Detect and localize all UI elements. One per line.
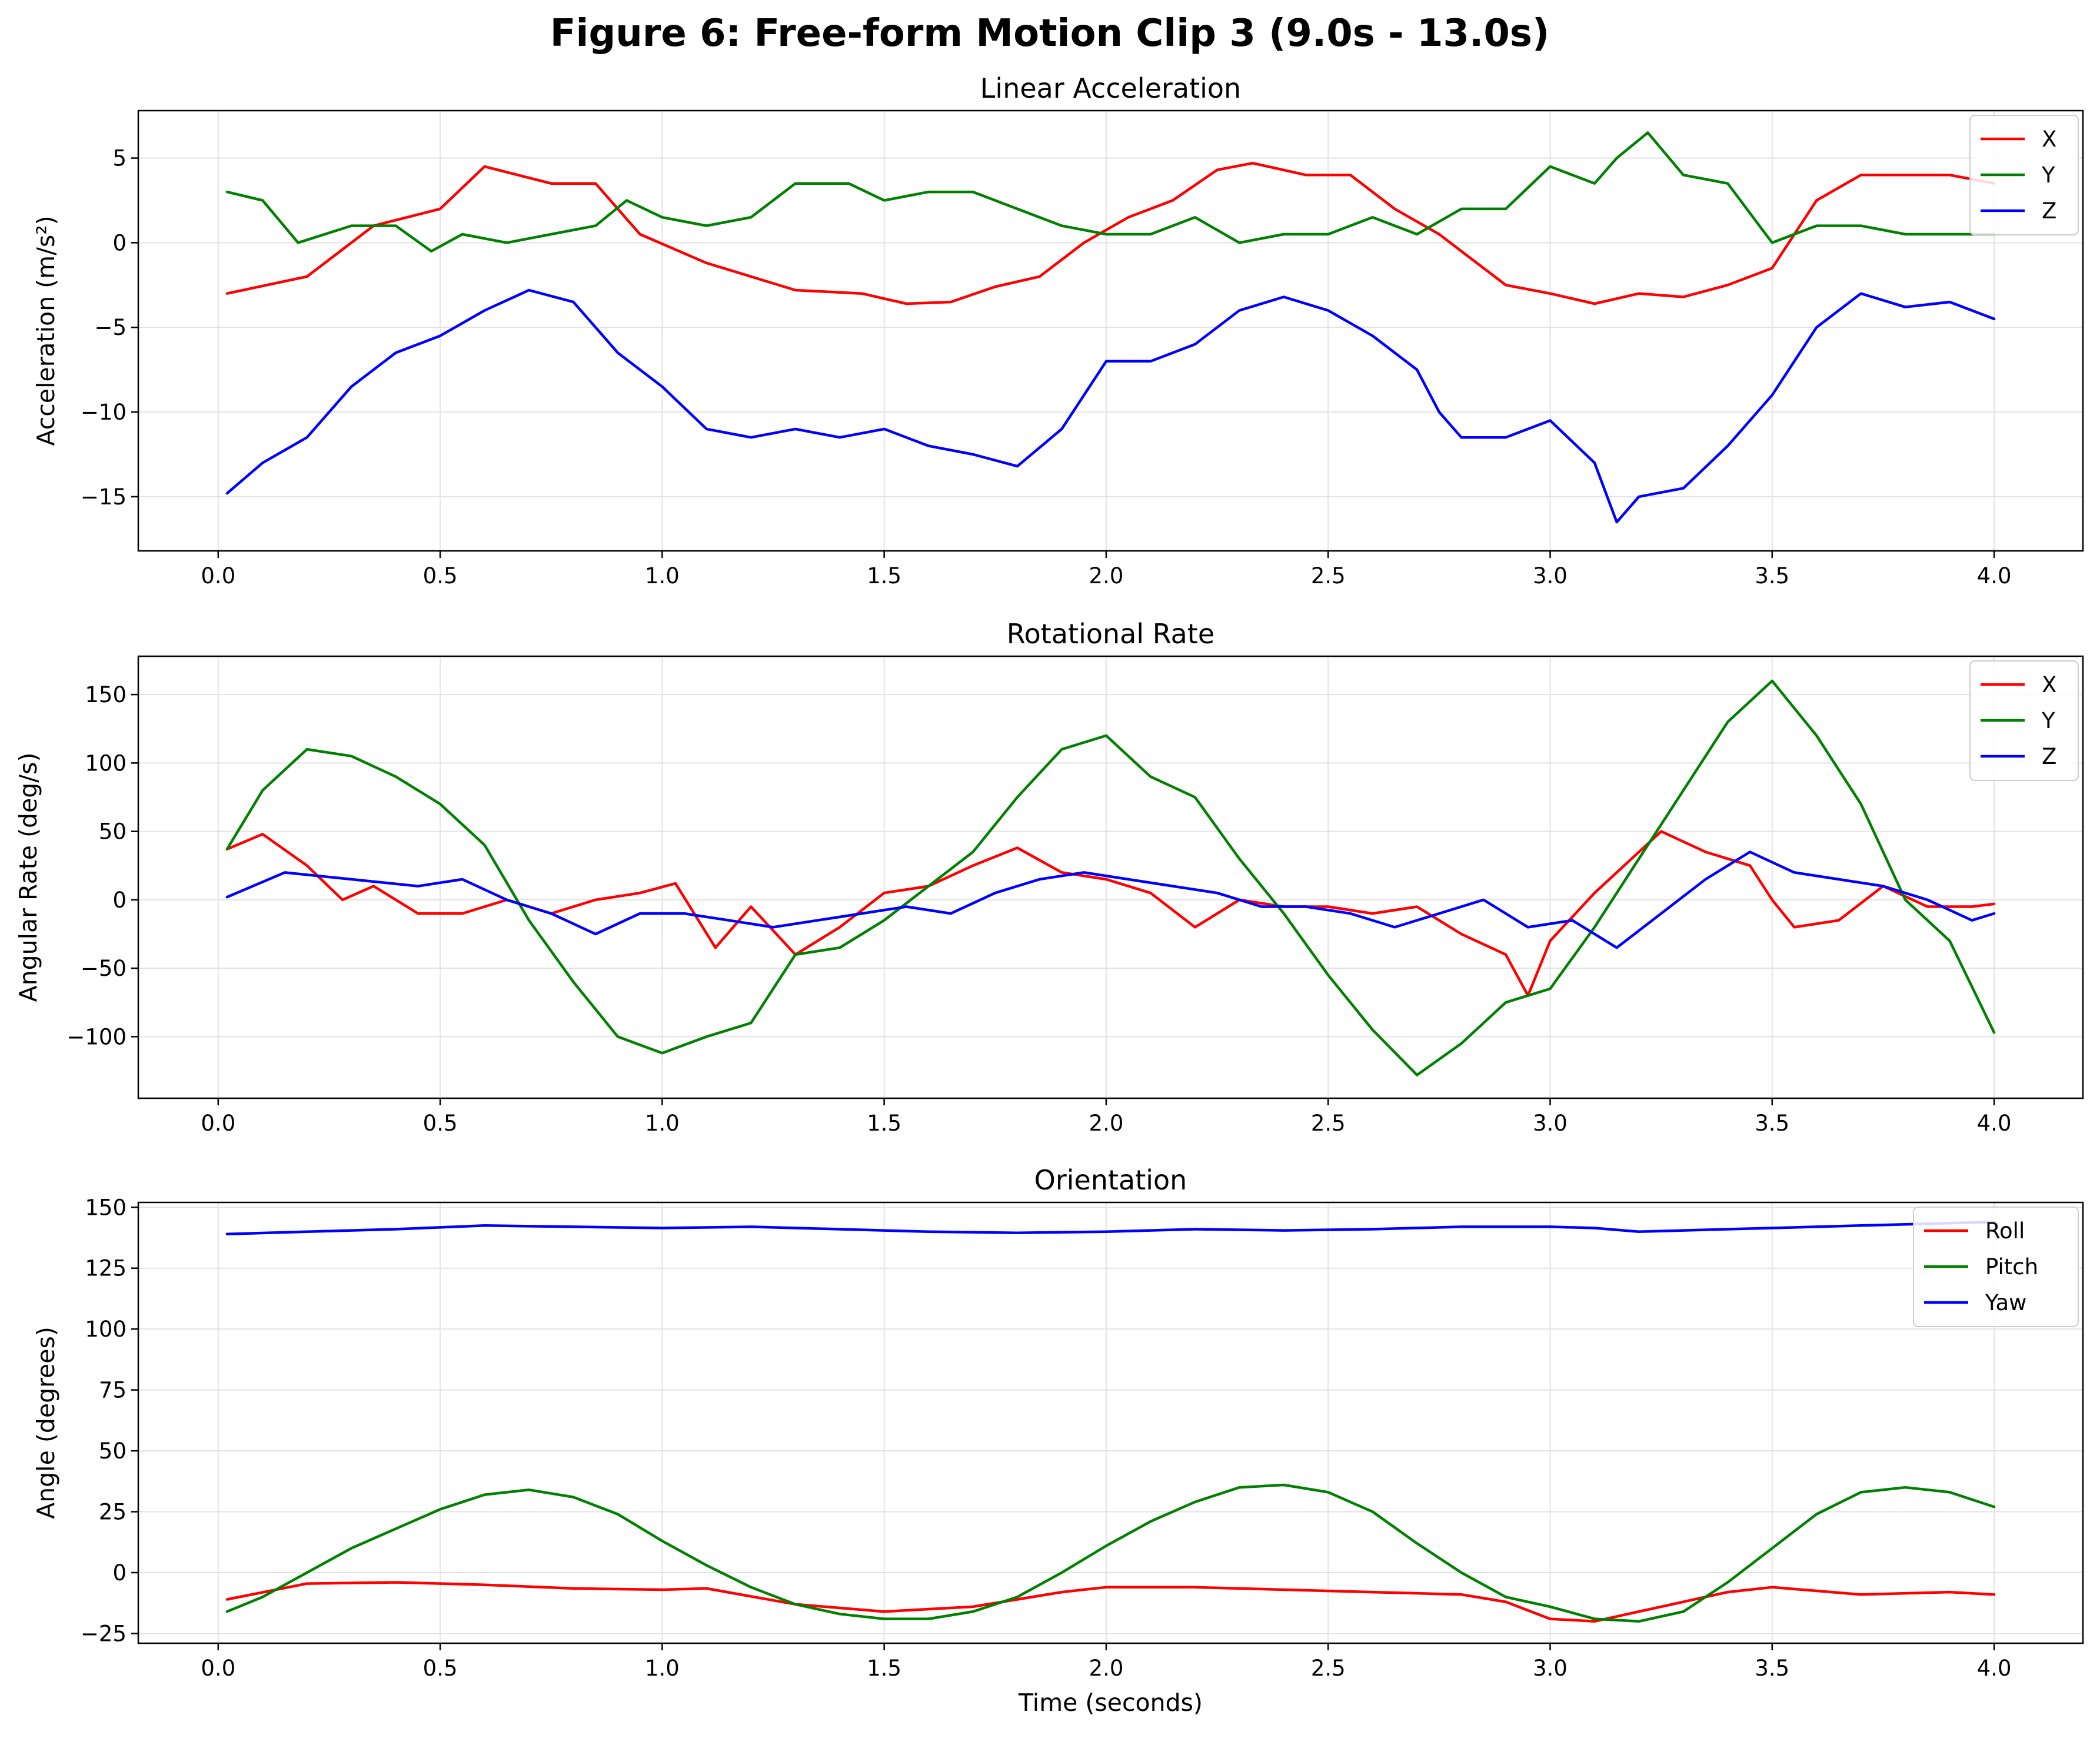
x-tick-label: 1.0	[645, 1656, 680, 1681]
y-tick-label: 0	[112, 230, 127, 255]
panel-3: 0.0 0.5 1.0 1.5 2.0 2.5 3.0 3.5 4.0 −25 0 25 50 75 100…	[32, 1164, 2084, 1717]
y-axis-label: Angular Rate (deg/s)	[14, 753, 42, 1002]
x-tick-label: 3.0	[1533, 1656, 1567, 1681]
legend-label: Z	[2042, 744, 2056, 769]
plot-frame	[137, 109, 2084, 552]
x-tick-label: 1.0	[645, 563, 680, 589]
x-tick-label: 4.0	[1977, 1656, 2012, 1681]
y-tick-label: 150	[85, 682, 127, 707]
x-tick-label: 1.5	[867, 563, 901, 589]
x-tick-label: 2.0	[1089, 1111, 1124, 1136]
y-tick-label: −50	[81, 956, 127, 981]
legend: Roll Pitch Yaw	[1913, 1207, 2079, 1327]
y-tick-label: 75	[99, 1378, 127, 1403]
x-tick-label: 2.0	[1089, 1656, 1124, 1681]
panel-title: Linear Acceleration	[980, 72, 1241, 104]
legend-label: Y	[2041, 708, 2055, 733]
x-tick-label: 4.0	[1977, 1111, 2012, 1136]
x-tick-label: 1.5	[867, 1656, 901, 1681]
legend-label: Z	[2042, 198, 2056, 224]
y-axis-label: Acceleration (m/s²)	[32, 215, 60, 446]
x-tick-label: 0.5	[423, 563, 458, 589]
x-tick-label: 3.5	[1755, 1656, 1789, 1681]
series-line-roll	[225, 1581, 1996, 1623]
series-line-z	[225, 850, 1996, 949]
x-tick-label: 3.0	[1533, 1111, 1567, 1136]
y-tick-label: 25	[99, 1500, 127, 1525]
x-axis-label: Time (seconds)	[1018, 1689, 1203, 1717]
x-tick-label: 1.5	[867, 1111, 901, 1136]
x-tick-label: 3.5	[1755, 563, 1789, 589]
legend-label: Y	[2041, 162, 2055, 188]
legend-label: Roll	[1985, 1218, 2025, 1244]
y-tick-label: 0	[112, 1560, 127, 1586]
panel-1: 0.0 0.5 1.0 1.5 2.0 2.5 3.0 3.5 4.0 −15 −10 −5 0 5 Lin…	[32, 72, 2084, 589]
y-axis-label: Angle (degrees)	[32, 1327, 60, 1519]
y-tick-label: −15	[81, 484, 127, 510]
legend-box	[1913, 1207, 2079, 1327]
y-tick-label: −100	[66, 1024, 127, 1049]
y-tick-label: 50	[99, 1438, 127, 1464]
panel-title: Rotational Rate	[1007, 618, 1214, 650]
x-tick-label: 0.5	[423, 1656, 458, 1681]
series-line-x	[225, 161, 1996, 305]
x-tick-label: 1.0	[645, 1111, 680, 1136]
x-tick-label: 0.0	[201, 1656, 235, 1681]
y-tick-label: 100	[85, 750, 127, 776]
x-tick-label: 0.5	[423, 1111, 458, 1136]
series-line-y	[225, 679, 1996, 1076]
y-tick-label: −10	[81, 400, 127, 425]
x-tick-label: 3.5	[1755, 1111, 1789, 1136]
x-tick-label: 0.0	[201, 563, 235, 589]
series-line-yaw	[225, 1220, 1996, 1236]
y-tick-label: 125	[85, 1256, 127, 1281]
legend-label: X	[2042, 127, 2056, 152]
y-tick-label: 150	[85, 1195, 127, 1220]
y-tick-label: 100	[85, 1317, 127, 1342]
legend-label: Pitch	[1985, 1254, 2038, 1280]
x-tick-label: 3.0	[1533, 563, 1567, 589]
y-tick-label: 0	[112, 888, 127, 913]
x-tick-label: 4.0	[1977, 563, 2012, 589]
legend-label: Yaw	[1985, 1290, 2026, 1315]
legend: XYZ	[1969, 660, 2079, 781]
plot-frame	[137, 655, 2084, 1099]
series-line-pitch	[225, 1483, 1996, 1623]
x-tick-label: 2.5	[1311, 1656, 1346, 1681]
x-tick-label: 2.5	[1311, 1111, 1346, 1136]
x-tick-label: 2.5	[1311, 563, 1346, 589]
plot-frame	[137, 1201, 2084, 1644]
series-line-z	[225, 288, 1996, 524]
y-tick-label: 5	[112, 146, 127, 171]
y-tick-label: −5	[94, 315, 127, 340]
y-tick-label: 50	[99, 819, 127, 845]
legend-label: X	[2042, 672, 2056, 697]
x-tick-label: 2.0	[1089, 563, 1124, 589]
y-tick-label: −25	[81, 1621, 127, 1646]
series-line-y	[225, 131, 1996, 253]
x-tick-label: 0.0	[201, 1111, 235, 1136]
panel-title: Orientation	[1034, 1164, 1187, 1196]
figure-title: Figure 6: Free-form Motion Clip 3 (9.0s …	[550, 12, 1549, 55]
panel-2: 0.0 0.5 1.0 1.5 2.0 2.5 3.0 3.5 4.0 −100 −50 0 50 100…	[14, 618, 2084, 1136]
legend: XYZ	[1969, 115, 2079, 235]
